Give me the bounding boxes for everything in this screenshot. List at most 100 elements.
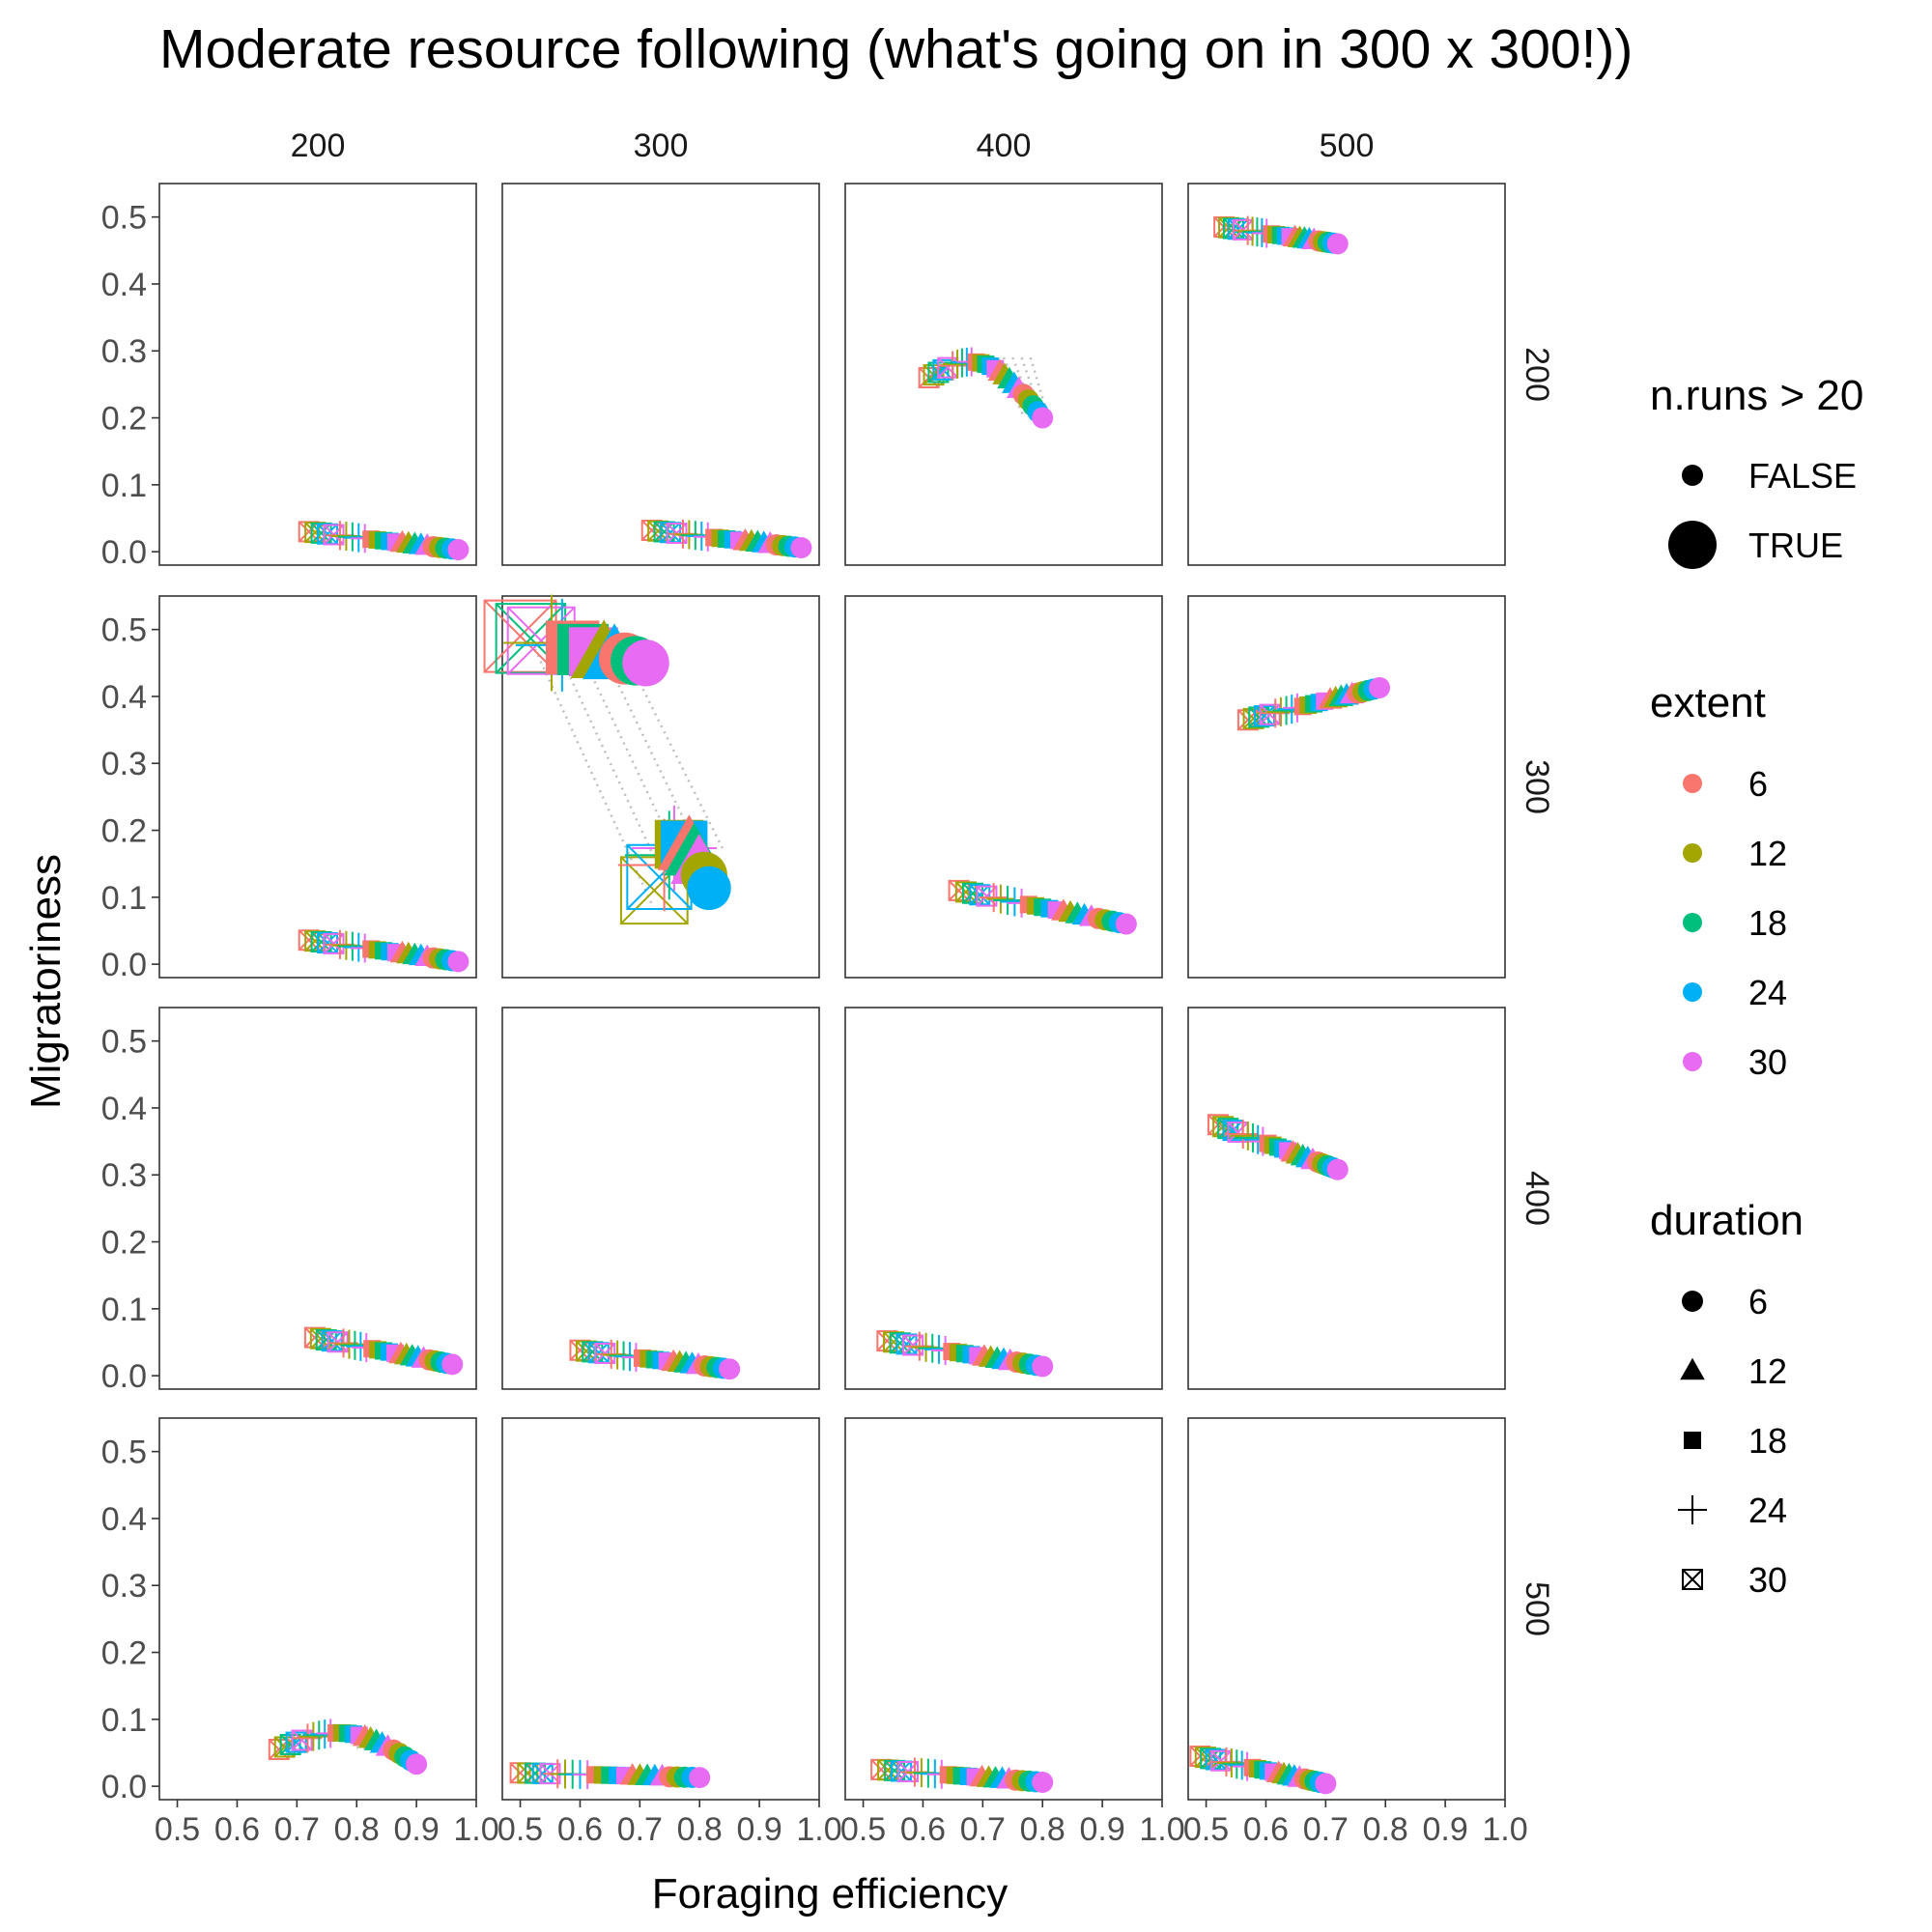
legend-color-label: 6 bbox=[1748, 764, 1768, 804]
panel-3-0 bbox=[158, 1417, 477, 1801]
data-point bbox=[979, 883, 1009, 913]
y-axis-title: Migratoriness bbox=[22, 854, 70, 1109]
y-tick-label: 0.4 bbox=[101, 1501, 147, 1538]
column-strip-label: 400 bbox=[977, 128, 1032, 164]
legend: n.runs > 20 extent duration FALSE TRUE 6 12… bbox=[1650, 372, 1863, 1600]
panel-2-3 bbox=[1187, 1007, 1506, 1390]
data-point bbox=[1326, 233, 1349, 255]
chart-title: Moderate resource following (what's goin… bbox=[159, 18, 1633, 80]
y-tick-label: 0.1 bbox=[101, 1292, 147, 1328]
y-tick-label: 0.5 bbox=[101, 200, 147, 237]
x-tick-label: 0.9 bbox=[1422, 1811, 1467, 1848]
data-point bbox=[911, 1332, 941, 1362]
y-tick-label: 0.2 bbox=[101, 1635, 147, 1672]
row-strip-label: 400 bbox=[1519, 1171, 1555, 1226]
x-tick-label: 0.7 bbox=[274, 1811, 320, 1848]
panel-3-2 bbox=[844, 1417, 1163, 1801]
y-tick-label: 0.4 bbox=[101, 679, 147, 716]
x-tick-label: 0.6 bbox=[214, 1811, 260, 1848]
legend-color-label: 18 bbox=[1748, 903, 1787, 943]
x-tick-label: 0.5 bbox=[155, 1811, 200, 1848]
row-strip-label: 500 bbox=[1519, 1581, 1555, 1636]
x-axis-title: Foraging efficiency bbox=[652, 1870, 1009, 1918]
x-tick-label: 0.8 bbox=[1363, 1811, 1408, 1848]
x-tick-label: 0.5 bbox=[1183, 1811, 1229, 1848]
panel-points-0-2 bbox=[918, 347, 1054, 429]
column-strip-label: 500 bbox=[1320, 128, 1375, 164]
y-tick-label: 0.2 bbox=[101, 813, 147, 850]
data-point bbox=[328, 1328, 358, 1358]
x-tick-label: 0.9 bbox=[1079, 1811, 1124, 1848]
legend-size-label: FALSE bbox=[1748, 456, 1857, 496]
data-point bbox=[1315, 1773, 1337, 1795]
x-tick-label: 0.7 bbox=[960, 1811, 1006, 1848]
legend-color-key bbox=[1683, 774, 1702, 793]
data-point bbox=[1326, 1158, 1349, 1180]
legend-color-key bbox=[1683, 843, 1702, 863]
facet-panels: 200 300 400 500 200 300 400 500 0.0 0.1 0.2 0.3 0.4 0… bbox=[101, 128, 1555, 1848]
data-point bbox=[447, 951, 469, 973]
panel-points-1-2 bbox=[948, 879, 1137, 935]
y-tick-label: 0.1 bbox=[101, 468, 147, 504]
x-tick-label: 0.8 bbox=[677, 1811, 723, 1848]
x-tick-label: 0.5 bbox=[497, 1811, 543, 1848]
data-point bbox=[441, 1353, 464, 1376]
y-tick-label: 0.3 bbox=[101, 1568, 147, 1605]
panel-points-2-2 bbox=[876, 1330, 1054, 1378]
legend-color-label: 24 bbox=[1748, 973, 1787, 1012]
x-tick-label: 0.5 bbox=[840, 1811, 886, 1848]
trajectory-line bbox=[356, 1746, 405, 1754]
x-tick-label: 0.9 bbox=[393, 1811, 439, 1848]
panel-3-1 bbox=[501, 1417, 820, 1801]
legend-shape-label: 12 bbox=[1748, 1351, 1787, 1391]
y-tick-label: 0.0 bbox=[101, 1769, 147, 1805]
panel-points-2-1 bbox=[569, 1339, 741, 1380]
panel-points-3-2 bbox=[870, 1757, 1054, 1793]
data-point bbox=[1261, 698, 1291, 728]
data-point bbox=[904, 1331, 934, 1361]
panel-points-0-0 bbox=[298, 521, 469, 561]
x-tick-label: 0.7 bbox=[1303, 1811, 1349, 1848]
data-point bbox=[321, 1330, 343, 1352]
panel-points-1-3 bbox=[1236, 676, 1391, 731]
data-point bbox=[719, 1358, 741, 1380]
x-tick-label: 0.9 bbox=[736, 1811, 781, 1848]
x-tick-label: 1.0 bbox=[453, 1811, 498, 1848]
row-strip-label: 300 bbox=[1519, 759, 1555, 814]
panel-points-3-0 bbox=[268, 1719, 428, 1776]
x-tick-label: 0.8 bbox=[334, 1811, 380, 1848]
trajectory-line bbox=[554, 646, 671, 892]
legend-shape-key bbox=[1682, 1291, 1703, 1312]
data-point bbox=[1032, 1771, 1054, 1793]
legend-shape-key bbox=[1678, 1495, 1707, 1524]
panel-points-0-3 bbox=[1213, 215, 1349, 255]
panel-points-3-3 bbox=[1189, 1745, 1337, 1795]
legend-color-key bbox=[1683, 913, 1702, 932]
panel-points-1-1 bbox=[483, 594, 731, 925]
panel-2-1 bbox=[501, 1007, 820, 1390]
data-point bbox=[298, 1721, 328, 1751]
data-point bbox=[895, 1333, 918, 1355]
y-tick-label: 0.0 bbox=[101, 534, 147, 571]
legend-title-color: extent bbox=[1650, 679, 1766, 726]
panel-0-0 bbox=[158, 183, 477, 566]
row-strip-label: 200 bbox=[1519, 347, 1555, 402]
data-point bbox=[334, 1329, 364, 1359]
trajectory-line bbox=[603, 654, 707, 865]
panel-points-2-0 bbox=[303, 1326, 464, 1376]
y-tick-label: 0.0 bbox=[101, 1358, 147, 1395]
x-tick-label: 0.7 bbox=[617, 1811, 663, 1848]
panel-2-2 bbox=[844, 1007, 1163, 1390]
y-tick-label: 0.5 bbox=[101, 1024, 147, 1061]
y-tick-label: 0.3 bbox=[101, 1157, 147, 1194]
legend-shape-key bbox=[1682, 1569, 1703, 1590]
y-tick-label: 0.4 bbox=[101, 267, 147, 303]
data-point bbox=[1253, 705, 1275, 727]
data-point bbox=[889, 1332, 911, 1354]
panel-2-0 bbox=[158, 1007, 477, 1390]
panel-1-3 bbox=[1187, 595, 1506, 979]
x-tick-label: 0.6 bbox=[1243, 1811, 1289, 1848]
x-tick-label: 0.6 bbox=[557, 1811, 603, 1848]
panel-1-0 bbox=[158, 595, 477, 979]
column-strip-label: 200 bbox=[291, 128, 346, 164]
